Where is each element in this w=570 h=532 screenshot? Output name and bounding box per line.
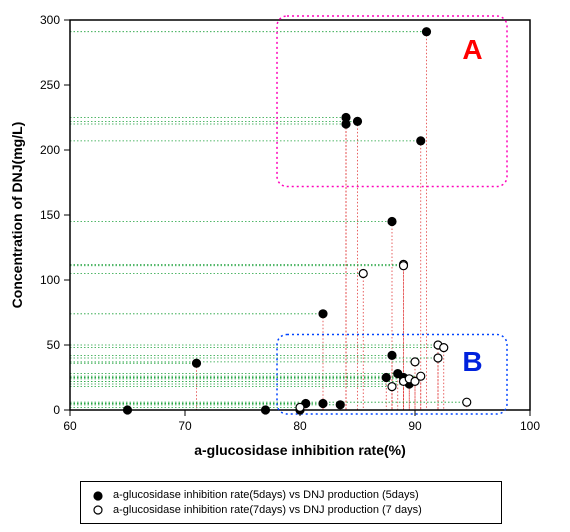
data-point-5days [193, 359, 201, 367]
y-tick-label: 300 [40, 13, 60, 27]
data-point-7days [440, 344, 448, 352]
legend-item: a-glucosidase inhibition rate(5days) vs … [91, 488, 491, 502]
x-tick-label: 100 [520, 419, 540, 433]
region-label-b: B [462, 346, 482, 377]
x-tick-label: 70 [178, 419, 192, 433]
legend-marker [91, 489, 105, 503]
data-point-5days [354, 117, 362, 125]
data-point-5days [388, 218, 396, 226]
y-tick-label: 250 [40, 78, 60, 92]
y-tick-label: 50 [47, 338, 61, 352]
legend-marker [91, 503, 105, 517]
data-point-7days [411, 358, 419, 366]
y-tick-label: 150 [40, 208, 60, 222]
data-point-7days [296, 403, 304, 411]
data-point-7days [417, 372, 425, 380]
data-point-5days [336, 401, 344, 409]
data-point-5days [262, 406, 270, 414]
legend-text: a-glucosidase inhibition rate(7days) vs … [113, 503, 422, 517]
data-point-5days [417, 137, 425, 145]
data-point-7days [463, 398, 471, 406]
legend-text: a-glucosidase inhibition rate(5days) vs … [113, 488, 419, 502]
y-tick-label: 100 [40, 273, 60, 287]
data-point-5days [342, 120, 350, 128]
data-point-7days [388, 383, 396, 391]
axes-box [70, 20, 530, 410]
x-axis-label: a-glucosidase inhibition rate(%) [194, 442, 406, 458]
y-tick-label: 0 [53, 403, 60, 417]
data-point-7days [400, 262, 408, 270]
x-tick-label: 80 [293, 419, 307, 433]
legend: a-glucosidase inhibition rate(5days) vs … [80, 481, 502, 524]
data-point-5days [382, 374, 390, 382]
y-axis-label: Concentration of DNJ(mg/L) [9, 122, 25, 309]
data-point-7days [359, 270, 367, 278]
x-tick-label: 60 [63, 419, 77, 433]
legend-item: a-glucosidase inhibition rate(7days) vs … [91, 503, 491, 517]
region-label-a: A [462, 34, 482, 65]
data-point-5days [319, 400, 327, 408]
scatter-plot: 60 70 80 90 100 0 50 100 150 200 250 300 A Ba-glucosi… [0, 0, 570, 460]
x-tick-label: 90 [408, 419, 422, 433]
data-point-5days [319, 310, 327, 318]
data-point-5days [124, 406, 132, 414]
y-tick-label: 200 [40, 143, 60, 157]
data-point-7days [434, 354, 442, 362]
data-point-5days [423, 28, 431, 36]
data-point-5days [388, 351, 396, 359]
